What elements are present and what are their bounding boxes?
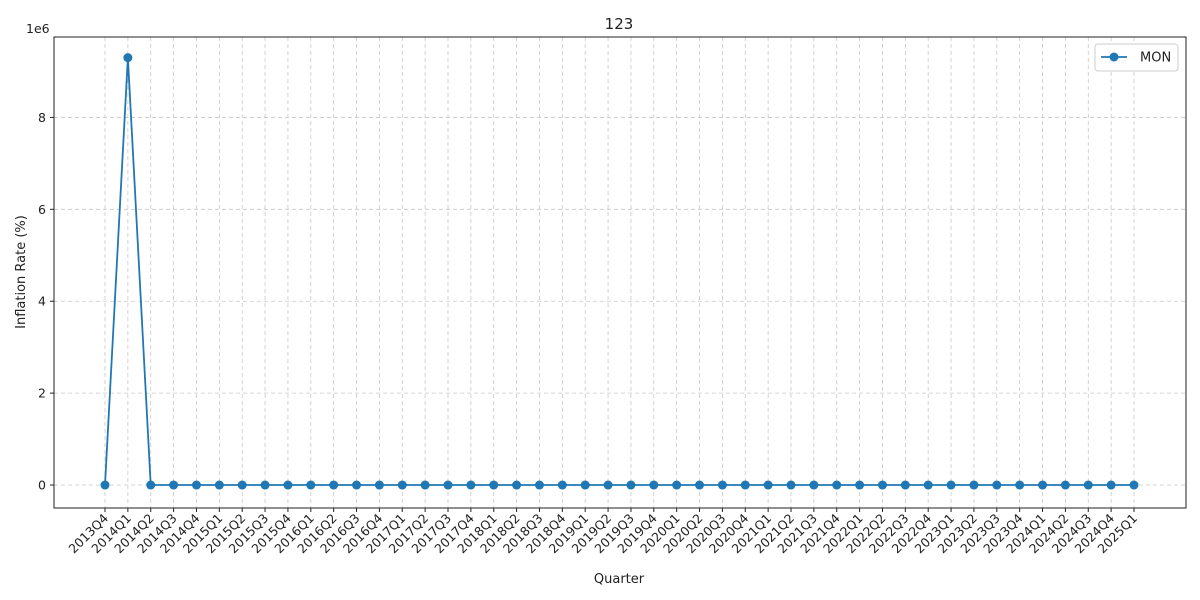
y-tick-label: 0 bbox=[38, 478, 46, 493]
y-tick-label: 8 bbox=[38, 110, 46, 125]
data-point bbox=[1060, 480, 1070, 490]
data-point bbox=[100, 480, 110, 490]
data-point bbox=[855, 480, 865, 490]
data-point bbox=[557, 480, 567, 490]
data-point bbox=[695, 480, 705, 490]
data-point bbox=[489, 480, 499, 490]
data-point bbox=[580, 480, 590, 490]
data-point bbox=[1083, 480, 1093, 490]
data-point bbox=[1015, 480, 1025, 490]
data-point bbox=[809, 480, 819, 490]
data-point bbox=[603, 480, 613, 490]
data-point bbox=[740, 480, 750, 490]
data-point bbox=[329, 480, 339, 490]
data-point bbox=[397, 480, 407, 490]
data-point bbox=[832, 480, 842, 490]
data-point bbox=[672, 480, 682, 490]
data-point bbox=[374, 480, 384, 490]
y-axis-label: Inflation Rate (%) bbox=[14, 215, 29, 329]
data-point bbox=[877, 480, 887, 490]
data-point bbox=[283, 480, 293, 490]
y-multiplier-label: 1e6 bbox=[26, 21, 50, 36]
data-point bbox=[214, 480, 224, 490]
legend-entry-mon: MON bbox=[1140, 51, 1171, 66]
data-point bbox=[420, 480, 430, 490]
data-point bbox=[1129, 480, 1139, 490]
data-point bbox=[352, 480, 362, 490]
y-tick-label: 6 bbox=[38, 202, 46, 217]
x-axis: 2013Q42014Q12014Q22014Q32014Q42015Q12015… bbox=[65, 508, 1140, 556]
data-point bbox=[1106, 480, 1116, 490]
data-point bbox=[1038, 480, 1048, 490]
data-point bbox=[763, 480, 773, 490]
data-point bbox=[946, 480, 956, 490]
y-tick-label: 4 bbox=[38, 294, 46, 309]
data-point bbox=[306, 480, 316, 490]
data-point bbox=[626, 480, 636, 490]
data-point bbox=[443, 480, 453, 490]
data-point bbox=[649, 480, 659, 490]
x-axis-label: Quarter bbox=[594, 572, 645, 587]
data-point bbox=[923, 480, 933, 490]
legend-marker-swatch bbox=[1109, 52, 1119, 62]
data-point bbox=[260, 480, 270, 490]
data-point bbox=[191, 480, 201, 490]
plot-frame bbox=[53, 36, 1187, 509]
data-point bbox=[534, 480, 544, 490]
chart-title: 123 bbox=[605, 15, 634, 33]
legend-frame bbox=[1094, 43, 1179, 72]
data-point bbox=[992, 480, 1002, 490]
data-point bbox=[169, 480, 179, 490]
series-layer bbox=[100, 53, 1139, 490]
y-tick-label: 2 bbox=[38, 386, 46, 401]
data-point bbox=[969, 480, 979, 490]
data-point bbox=[146, 480, 156, 490]
data-point bbox=[900, 480, 910, 490]
legend: MON bbox=[1094, 43, 1179, 72]
y-axis: 0 2 4 6 8 bbox=[38, 110, 54, 493]
grid-layer bbox=[54, 37, 1186, 508]
data-point bbox=[512, 480, 522, 490]
data-point bbox=[466, 480, 476, 490]
data-point bbox=[786, 480, 796, 490]
data-point bbox=[123, 53, 133, 63]
data-point bbox=[717, 480, 727, 490]
data-point bbox=[237, 480, 247, 490]
series-line-mon bbox=[104, 56, 1134, 486]
